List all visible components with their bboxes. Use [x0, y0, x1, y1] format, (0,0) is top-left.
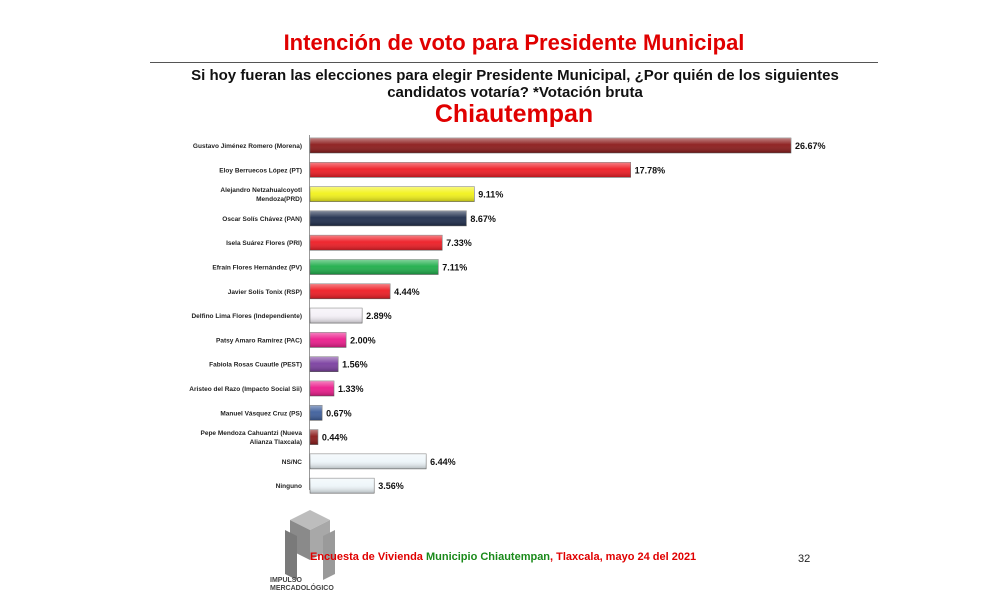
footer-part-3: , Tlaxcala, mayo 24 del 2021	[550, 551, 697, 563]
category-label-line: Patsy Amaro Ramírez (PAC)	[216, 337, 302, 344]
category-label: Gustavo Jiménez Romero (Morena)	[193, 143, 302, 150]
category-label: Delfino Lima Flores (Independiente)	[191, 313, 302, 320]
value-label: 0.67%	[326, 408, 352, 418]
survey-question: Si hoy fueran las elecciones para elegir…	[170, 67, 860, 101]
category-label-line: Gustavo Jiménez Romero (Morena)	[193, 143, 302, 150]
bar-shading	[310, 356, 339, 372]
title-divider	[150, 62, 878, 63]
category-label-line: NS/NC	[282, 459, 303, 466]
bar-shading	[310, 283, 391, 299]
value-label: 2.89%	[366, 311, 392, 321]
value-label: 1.33%	[338, 384, 364, 394]
category-label-line: Manuel Vásquez Cruz (PS)	[220, 410, 302, 417]
category-label: Efraín Flores Hernández (PV)	[212, 265, 302, 272]
bar-shading	[310, 162, 631, 178]
category-label: NS/NC	[282, 459, 303, 466]
question-line-2: candidatos votaría? *Votación bruta	[387, 84, 643, 101]
value-label: 7.11%	[442, 263, 467, 273]
value-label: 17.78%	[635, 165, 666, 175]
logo-text: IMPULSO MERCADOLÓGICO	[270, 577, 334, 593]
bar-shading	[310, 308, 363, 324]
bar-shading	[310, 453, 427, 469]
bar-shading	[310, 186, 475, 202]
category-label: Oscar Solís Chávez (PAN)	[222, 216, 302, 223]
category-label: Patsy Amaro Ramírez (PAC)	[216, 337, 302, 344]
value-label: 7.33%	[446, 238, 472, 248]
footer-part-1: Encuesta de Vivienda	[310, 551, 426, 563]
page-number: 32	[798, 553, 811, 565]
value-label: 6.44%	[430, 457, 456, 467]
bar-shading	[310, 259, 439, 275]
category-label-line: Javier Solís Tonix (RSP)	[228, 289, 302, 296]
category-label: Aristeo del Razo (Impacto Social Sii)	[189, 386, 302, 393]
footer-caption: Encuesta de Vivienda Municipio Chiautemp…	[310, 551, 696, 563]
question-line-1: Si hoy fueran las elecciones para elegir…	[191, 67, 839, 84]
category-label-line: Efraín Flores Hernández (PV)	[212, 265, 302, 272]
logo-line-1: IMPULSO	[270, 577, 302, 584]
bar-shading	[310, 478, 375, 494]
category-label: Isela Suárez Flores (PRI)	[226, 240, 302, 247]
category-label-line: Delfino Lima Flores (Independiente)	[191, 313, 302, 320]
logo-line-2: MERCADOLÓGICO	[270, 585, 334, 592]
category-label: Javier Solís Tonix (RSP)	[228, 289, 302, 296]
value-label: 3.56%	[378, 481, 404, 491]
category-label-line: Fabiola Rosas Cuautle (PEST)	[209, 362, 302, 369]
category-label-line: Pepe Mendoza Cahuantzi (Nueva	[201, 430, 303, 437]
value-label: 0.44%	[322, 433, 348, 443]
bar-shading	[310, 429, 318, 445]
category-label: Fabiola Rosas Cuautle (PEST)	[209, 362, 302, 369]
category-label: Manuel Vásquez Cruz (PS)	[220, 410, 302, 417]
category-label-line: Ninguno	[276, 483, 302, 490]
value-label: 2.00%	[350, 335, 376, 345]
bar-shading	[310, 381, 334, 396]
footer-part-2: Municipio Chiautempan	[425, 551, 551, 563]
bar-shading	[310, 405, 323, 421]
value-label: 1.56%	[342, 360, 368, 370]
category-label-line: Alejandro Netzahualcoyotl	[220, 187, 302, 194]
m-cube-logo-icon	[265, 510, 355, 600]
category-label-line: Alianza Tlaxcala)	[250, 439, 302, 446]
category-label-line: Eloy Berruecos López (PT)	[219, 167, 302, 174]
category-label-line: Mendoza(PRD)	[256, 196, 302, 203]
bar-shading	[310, 235, 443, 251]
category-label: Pepe Mendoza Cahuantzi (Nueva Alianza Tla…	[201, 430, 303, 446]
value-label: 9.11%	[478, 190, 503, 200]
value-label: 4.44%	[394, 287, 420, 297]
category-label-line: Isela Suárez Flores (PRI)	[226, 240, 302, 247]
category-label: Ninguno	[276, 483, 302, 490]
category-label-line: Oscar Solís Chávez (PAN)	[222, 216, 302, 223]
bar-shading	[310, 138, 791, 153]
bar-shading	[310, 332, 347, 348]
value-label: 8.67%	[470, 214, 496, 224]
category-label: Eloy Berruecos López (PT)	[219, 167, 302, 174]
category-label: Alejandro Netzahualcoyotl Mendoza(PRD)	[220, 187, 302, 203]
category-label-line: Aristeo del Razo (Impacto Social Sii)	[189, 386, 302, 393]
chart-title: Intención de voto para Presidente Munici…	[283, 30, 745, 55]
value-label: 26.67%	[795, 141, 826, 151]
municipality-title: Chiautempan	[434, 100, 594, 128]
bar-shading	[310, 210, 467, 226]
